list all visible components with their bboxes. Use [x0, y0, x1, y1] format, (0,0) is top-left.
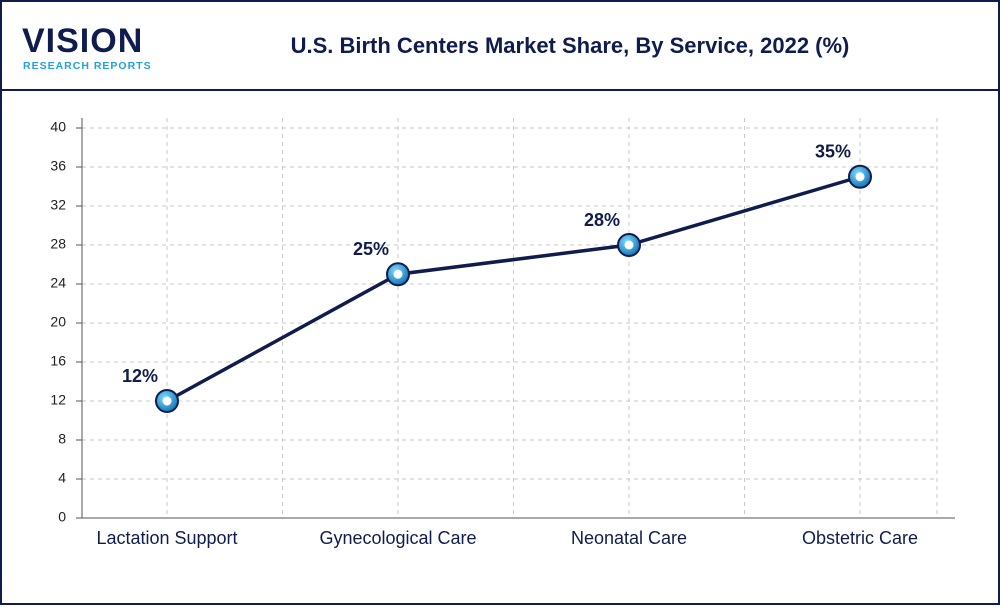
- y-tick-label: 28: [50, 236, 66, 252]
- marker-hole: [855, 172, 865, 182]
- data-label: 12%: [122, 366, 158, 386]
- y-tick-label: 20: [50, 314, 66, 330]
- y-tick-label: 12: [50, 392, 66, 408]
- logo-tagline: RESEARCH REPORTS: [23, 60, 152, 72]
- chart-title: U.S. Birth Centers Market Share, By Serv…: [291, 33, 850, 58]
- x-tick-label: Neonatal Care: [571, 528, 687, 548]
- marker-hole: [162, 396, 172, 406]
- marker-hole: [393, 269, 403, 279]
- logo: VISION: [22, 22, 143, 60]
- y-tick-label: 0: [58, 509, 66, 525]
- y-tick-label: 4: [58, 470, 66, 486]
- x-tick-label: Lactation Support: [96, 528, 237, 548]
- y-tick-label: 32: [50, 197, 66, 213]
- marker-hole: [624, 240, 634, 250]
- y-tick-label: 16: [50, 353, 66, 369]
- x-tick-label: Obstetric Care: [802, 528, 918, 548]
- x-tick-label: Gynecological Care: [319, 528, 476, 548]
- y-tick-label: 40: [50, 119, 66, 135]
- data-label: 25%: [353, 239, 389, 259]
- data-label: 28%: [584, 210, 620, 230]
- y-tick-label: 8: [58, 431, 66, 447]
- y-tick-label: 24: [50, 275, 66, 291]
- series-line: [166, 175, 861, 403]
- y-tick-label: 36: [50, 158, 66, 174]
- data-label: 35%: [815, 142, 851, 162]
